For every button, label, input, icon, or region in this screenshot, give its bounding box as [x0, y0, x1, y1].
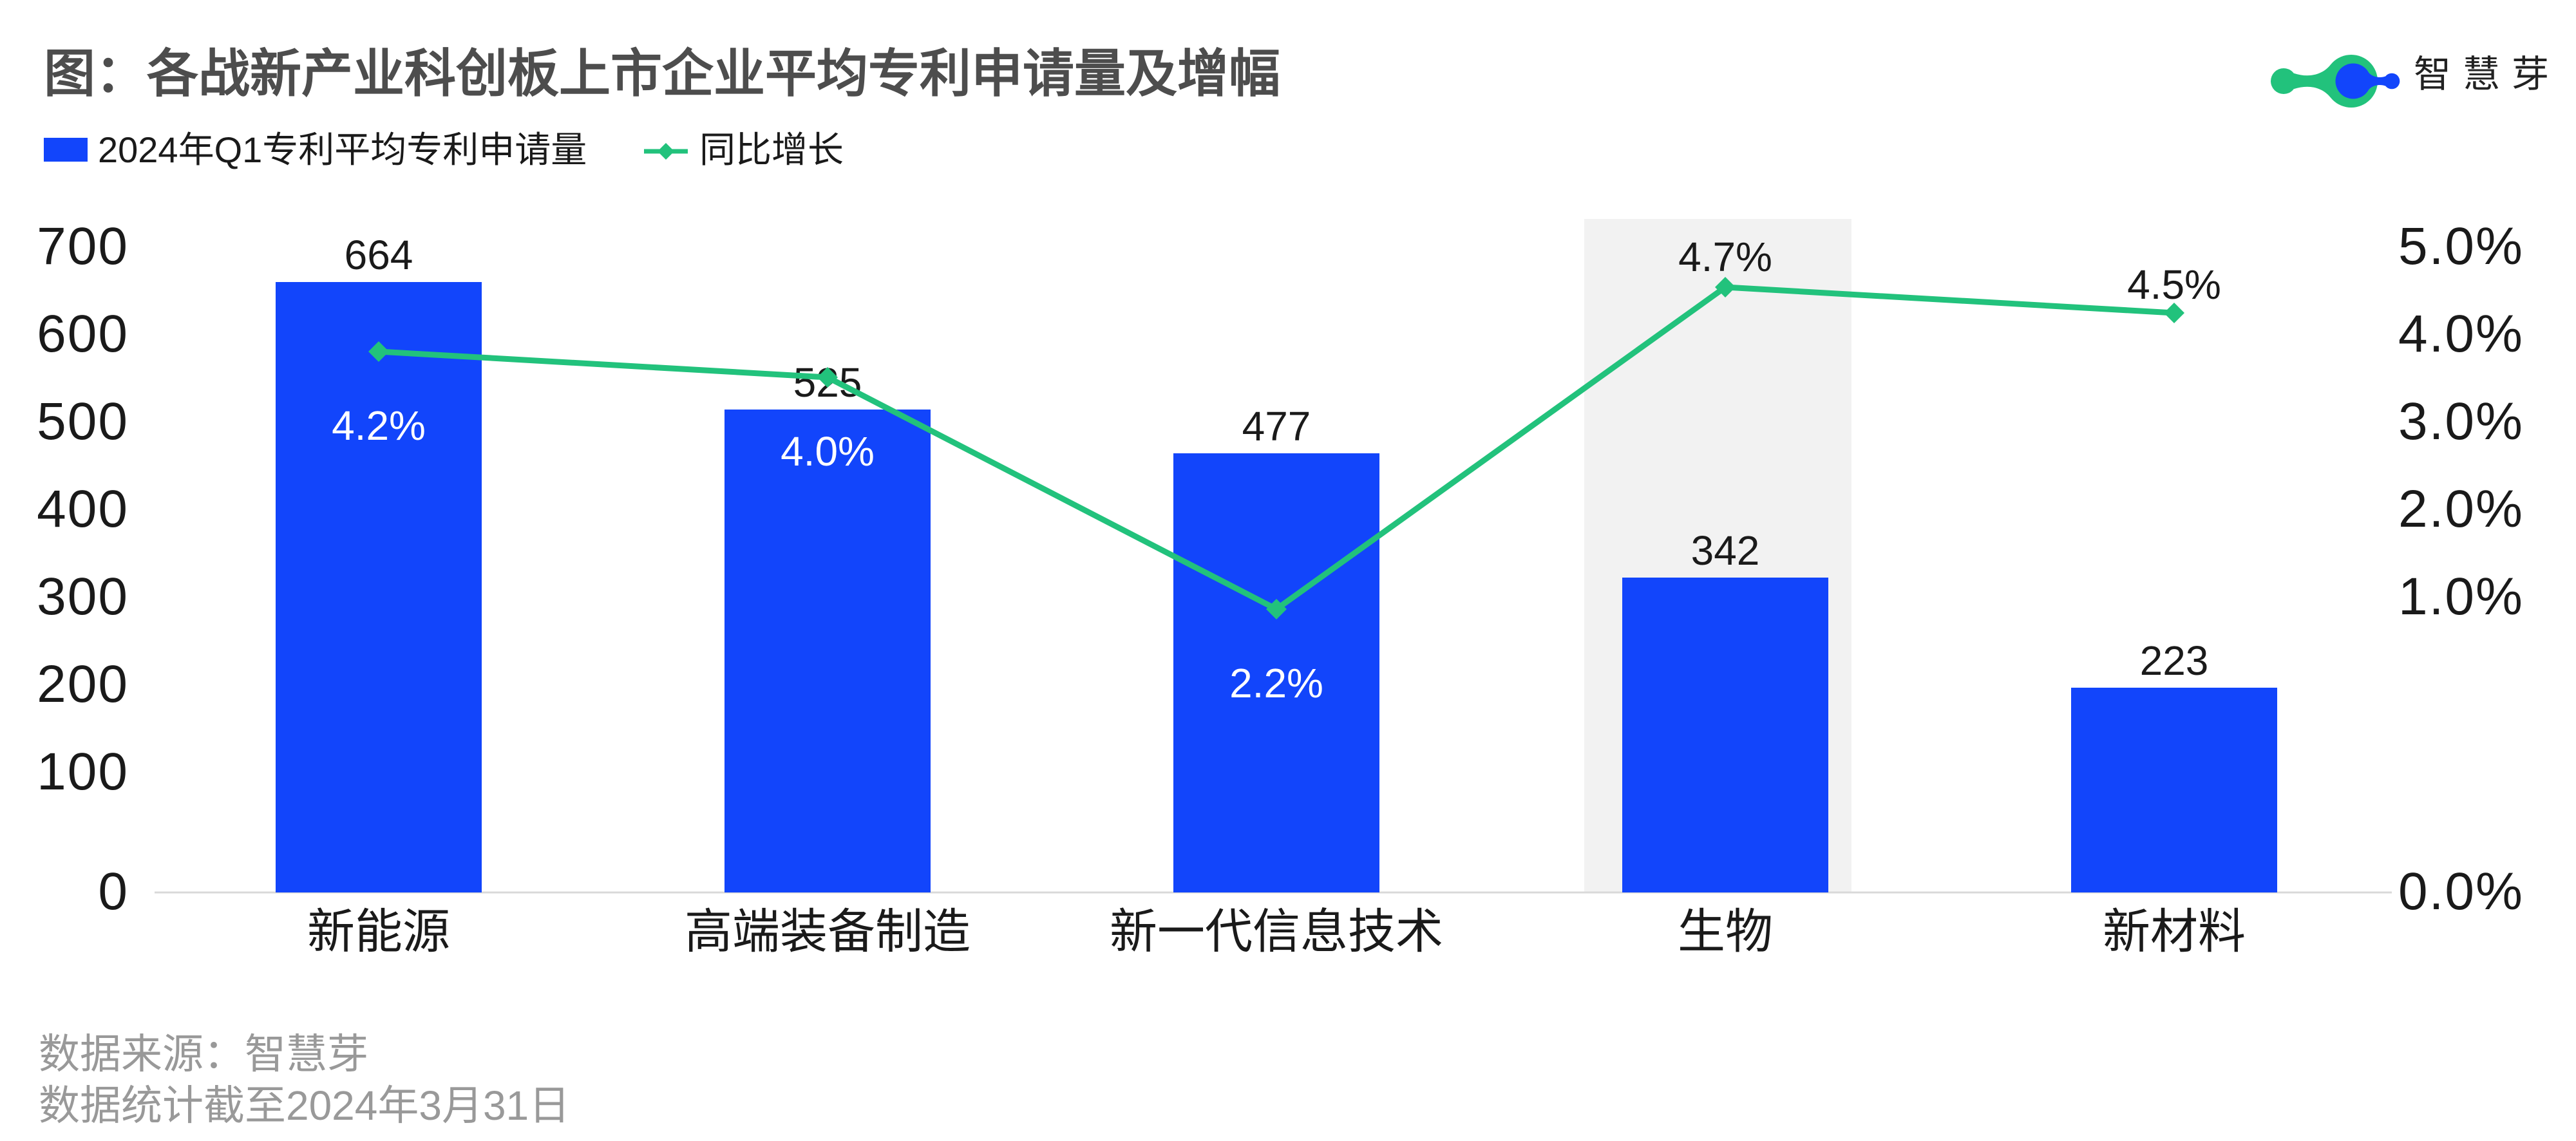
svg-text:4.5%: 4.5%: [2127, 261, 2221, 308]
svg-text:新材料: 新材料: [2103, 905, 2246, 958]
svg-text:3.0%: 3.0%: [2398, 392, 2524, 451]
svg-text:新一代信息技术: 新一代信息技术: [1110, 905, 1443, 958]
svg-text:200: 200: [37, 655, 129, 713]
svg-text:新能源: 新能源: [307, 905, 450, 958]
svg-text:477: 477: [1242, 403, 1311, 449]
svg-text:同比增长: 同比增长: [699, 129, 844, 170]
svg-text:700: 700: [37, 217, 129, 276]
svg-text:生物: 生物: [1678, 905, 1773, 958]
svg-text:1.0%: 1.0%: [2398, 567, 2524, 626]
svg-text:664: 664: [345, 232, 413, 278]
svg-text:500: 500: [37, 392, 129, 451]
svg-text:高端装备制造: 高端装备制造: [685, 905, 971, 958]
svg-text:0.0%: 0.0%: [2398, 862, 2524, 921]
svg-text:100: 100: [37, 742, 129, 801]
svg-text:600: 600: [37, 305, 129, 363]
svg-text:4.0%: 4.0%: [2398, 305, 2524, 363]
svg-text:4.7%: 4.7%: [1678, 234, 1772, 280]
svg-text:342: 342: [1691, 527, 1760, 574]
svg-text:2.2%: 2.2%: [1229, 660, 1323, 706]
svg-text:5.0%: 5.0%: [2398, 217, 2524, 276]
svg-text:0: 0: [98, 862, 129, 921]
svg-text:4.0%: 4.0%: [781, 428, 875, 475]
svg-text:2024年Q1专利平均专利申请量: 2024年Q1专利平均专利申请量: [98, 129, 587, 170]
svg-text:4.2%: 4.2%: [332, 402, 426, 449]
svg-text:300: 300: [37, 567, 129, 626]
svg-text:400: 400: [37, 480, 129, 538]
svg-text:223: 223: [2140, 637, 2209, 684]
svg-text:2.0%: 2.0%: [2398, 480, 2524, 538]
